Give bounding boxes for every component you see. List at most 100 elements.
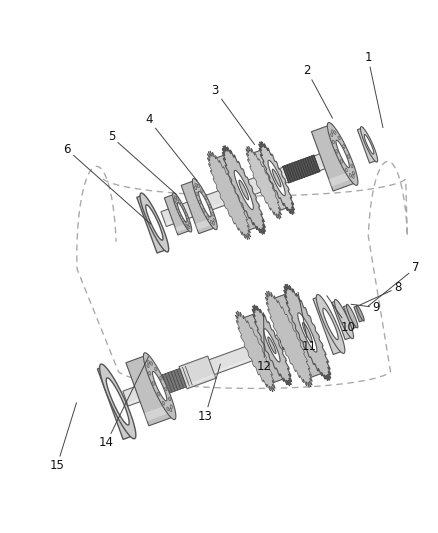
Ellipse shape — [175, 203, 177, 206]
Polygon shape — [332, 301, 351, 340]
Ellipse shape — [195, 183, 197, 187]
Ellipse shape — [331, 130, 333, 133]
Polygon shape — [198, 191, 211, 217]
Polygon shape — [145, 366, 192, 400]
Polygon shape — [208, 151, 251, 239]
Polygon shape — [236, 311, 275, 392]
Polygon shape — [99, 364, 136, 439]
Ellipse shape — [201, 189, 203, 192]
Ellipse shape — [177, 209, 180, 213]
Ellipse shape — [212, 213, 214, 216]
Ellipse shape — [351, 164, 353, 168]
Ellipse shape — [334, 131, 336, 134]
Polygon shape — [223, 146, 265, 234]
Ellipse shape — [182, 206, 184, 209]
Text: 12: 12 — [257, 313, 272, 373]
Ellipse shape — [212, 221, 215, 225]
Polygon shape — [283, 155, 320, 183]
Polygon shape — [346, 304, 358, 328]
Polygon shape — [175, 223, 188, 232]
Text: 4: 4 — [145, 114, 198, 181]
Ellipse shape — [332, 140, 335, 144]
Polygon shape — [265, 291, 312, 387]
Polygon shape — [246, 147, 281, 219]
Polygon shape — [328, 123, 358, 185]
Polygon shape — [126, 354, 171, 426]
Polygon shape — [152, 372, 167, 401]
Ellipse shape — [340, 159, 343, 163]
Polygon shape — [343, 305, 356, 329]
Polygon shape — [357, 305, 364, 321]
Polygon shape — [259, 142, 294, 214]
Ellipse shape — [188, 223, 191, 227]
Polygon shape — [140, 193, 169, 252]
Polygon shape — [195, 219, 212, 230]
Ellipse shape — [176, 197, 178, 200]
Polygon shape — [234, 171, 253, 209]
Polygon shape — [360, 127, 378, 162]
Polygon shape — [264, 329, 280, 362]
Ellipse shape — [186, 224, 188, 228]
Polygon shape — [127, 337, 309, 405]
Ellipse shape — [148, 360, 150, 364]
Ellipse shape — [170, 408, 172, 412]
Ellipse shape — [187, 219, 189, 222]
Text: 13: 13 — [198, 364, 220, 423]
Polygon shape — [268, 337, 276, 354]
Ellipse shape — [343, 144, 345, 148]
Polygon shape — [323, 308, 338, 340]
Ellipse shape — [174, 196, 177, 199]
Ellipse shape — [207, 216, 209, 220]
Ellipse shape — [336, 150, 338, 154]
Ellipse shape — [185, 212, 187, 216]
Polygon shape — [357, 128, 375, 163]
Polygon shape — [143, 353, 176, 419]
Ellipse shape — [179, 200, 181, 204]
Polygon shape — [243, 312, 284, 385]
Polygon shape — [336, 140, 350, 168]
Text: 7: 7 — [368, 262, 419, 306]
Ellipse shape — [194, 186, 197, 190]
Ellipse shape — [210, 220, 212, 224]
Text: 5: 5 — [108, 130, 177, 195]
Polygon shape — [313, 296, 341, 354]
Polygon shape — [239, 180, 248, 200]
Polygon shape — [272, 169, 281, 187]
Polygon shape — [137, 195, 165, 253]
Ellipse shape — [188, 225, 190, 229]
Text: 2: 2 — [303, 64, 332, 118]
Text: 1: 1 — [364, 51, 383, 127]
Ellipse shape — [338, 136, 340, 140]
Polygon shape — [316, 295, 345, 353]
Ellipse shape — [180, 215, 183, 219]
Ellipse shape — [205, 196, 207, 200]
Ellipse shape — [347, 155, 350, 158]
Polygon shape — [268, 160, 285, 196]
Polygon shape — [161, 152, 330, 227]
Ellipse shape — [160, 376, 162, 380]
Ellipse shape — [345, 168, 347, 172]
Text: 14: 14 — [99, 357, 148, 449]
Text: 9: 9 — [351, 301, 380, 314]
Ellipse shape — [213, 219, 215, 222]
Polygon shape — [364, 134, 374, 154]
Ellipse shape — [150, 361, 152, 365]
Ellipse shape — [155, 367, 157, 371]
Polygon shape — [274, 292, 322, 380]
Polygon shape — [279, 325, 312, 349]
Ellipse shape — [349, 173, 352, 177]
Polygon shape — [192, 179, 217, 230]
Ellipse shape — [203, 208, 205, 212]
Ellipse shape — [199, 200, 201, 204]
Ellipse shape — [184, 221, 186, 225]
Polygon shape — [98, 366, 131, 439]
Text: 15: 15 — [49, 403, 77, 472]
Text: 3: 3 — [212, 84, 254, 144]
Ellipse shape — [165, 387, 167, 391]
Ellipse shape — [196, 192, 198, 196]
Polygon shape — [165, 164, 329, 225]
Polygon shape — [146, 205, 163, 240]
Polygon shape — [215, 153, 257, 232]
Polygon shape — [164, 194, 189, 235]
Ellipse shape — [352, 174, 354, 179]
